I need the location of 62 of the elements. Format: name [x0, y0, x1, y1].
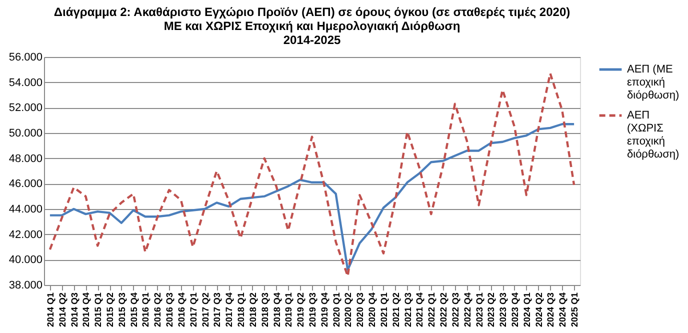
x-tick-label: 2019 Q3 — [308, 292, 318, 328]
x-tick-label: 2015 Q4 — [128, 292, 139, 328]
x-tick-label: 2021 Q2 — [390, 292, 401, 328]
y-tick-label: 52.000 — [8, 102, 42, 114]
x-tick-label: 2024 Q2 — [534, 292, 544, 328]
x-tick-label: 2021 Q3 — [402, 292, 413, 328]
x-tick-label: 2019 Q4 — [319, 292, 330, 328]
x-tick-label: 2023 Q3 — [498, 292, 508, 328]
x-tick-label: 2022 Q1 — [426, 292, 437, 328]
line-series — [48, 123, 576, 271]
x-tick-label: 2019 Q2 — [296, 292, 306, 328]
x-tick-label: 2020 Q4 — [367, 292, 378, 328]
x-tick-label: 2023 Q4 — [510, 292, 520, 328]
x-tick-label: 2025 Q1 — [570, 292, 580, 328]
y-tick-label: 54.000 — [8, 76, 42, 89]
x-tick-label: 2024 Q4 — [558, 292, 568, 328]
x-tick-label: 2024 Q3 — [546, 292, 556, 328]
x-tick-label: 2015 Q3 — [116, 292, 127, 328]
x-tick-label: 2017 Q3 — [212, 292, 222, 328]
x-tick-label: 2023 Q1 — [474, 292, 484, 328]
x-tick-label: 2022 Q4 — [462, 292, 472, 328]
x-tick-label: 2018 Q2 — [248, 292, 258, 328]
x-tick-label: 2020 Q3 — [355, 292, 366, 328]
text: 2014-2025 — [283, 33, 341, 47]
x-tick-label: 2022 Q3 — [450, 292, 460, 328]
x-tick-label: 2019 Q1 — [284, 292, 294, 328]
x-tick-label: 2024 Q1 — [522, 292, 532, 328]
y-tick-label: 46.000 — [8, 178, 42, 190]
x-tick-label: 2014 Q2 — [57, 292, 68, 328]
y-tick-label: 48.000 — [8, 152, 42, 165]
x-tick-label: 2017 Q4 — [224, 292, 234, 328]
x-tick-label: 2020 Q1 — [331, 292, 342, 328]
y-tick-label: 44.000 — [8, 204, 42, 216]
text: ΜΕ και ΧΩΡΙΣ Εποχική και Ημερολογιακή Διόρθωση — [164, 19, 460, 33]
x-tick-label: 2018 Q3 — [260, 292, 270, 328]
y-tick-label: 40.000 — [8, 254, 42, 266]
x-tick-label: 2021 Q1 — [378, 292, 389, 328]
x-tick-label: 2017 Q2 — [200, 292, 210, 328]
x-tick-label: 2018 Q4 — [272, 292, 282, 328]
x-tick-label: 2021 Q4 — [414, 292, 425, 328]
x-tick-label: 2015 Q2 — [105, 292, 116, 328]
line-series — [48, 72, 576, 278]
x-tick-label: 2023 Q2 — [486, 292, 496, 328]
x-tick-label: 2018 Q1 — [236, 292, 246, 328]
x-tick-label: 2016 Q3 — [164, 292, 175, 328]
x-tick-label: 2020 Q2 — [343, 292, 354, 328]
y-tick-label: 50.000 — [8, 128, 42, 140]
x-tick-label: 2014 Q1 — [45, 292, 56, 328]
x-tick-label: 2014 Q4 — [81, 292, 92, 328]
x-tick-label: 2014 Q3 — [69, 292, 80, 328]
y-tick-label: 42.000 — [8, 228, 42, 241]
x-tick-label: 2016 Q4 — [176, 292, 186, 328]
y-tick-label: 56.000 — [8, 52, 42, 64]
x-tick-label: 2016 Q2 — [152, 292, 163, 328]
legend-label: ΑΕΠ (ΜΕ εποχική διόρθωση) — [627, 64, 680, 102]
x-tick-label: 2015 Q1 — [93, 292, 104, 328]
legend-label: ΑΕΠ (ΧΩΡΙΣ εποχική διόρθωση) — [627, 110, 680, 160]
x-tick-label: 2022 Q2 — [438, 292, 449, 328]
x-tick-label: 2016 Q1 — [140, 292, 151, 328]
y-tick-label: 38.000 — [8, 280, 42, 292]
text: Διάγραμμα 2: Ακαθάριστο Εγχώριο Προϊόν (ΑΕΠ) σε όρους όγκου (σε σταθερές τιμές 2020) — [54, 5, 570, 19]
x-tick-label: 2017 Q1 — [188, 292, 198, 328]
